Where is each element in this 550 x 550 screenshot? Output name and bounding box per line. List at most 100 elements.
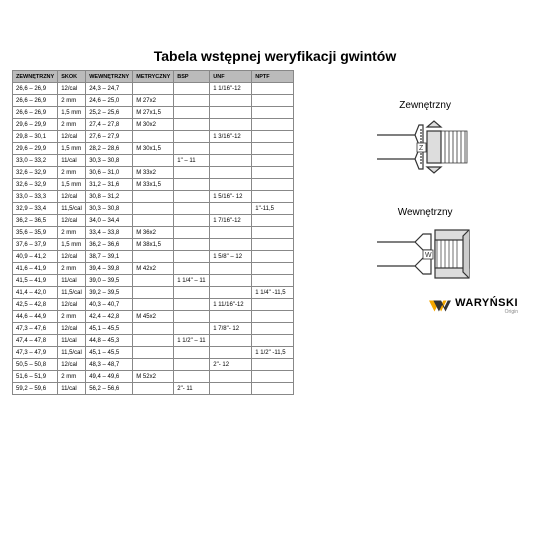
table-cell xyxy=(252,191,294,203)
table-cell: 29,6 – 29,9 xyxy=(13,119,58,131)
col-header: METRYCZNY xyxy=(133,71,174,83)
table-cell xyxy=(174,83,210,95)
table-cell: 48,3 – 48,7 xyxy=(86,359,133,371)
table-cell: 30,3 – 30,8 xyxy=(86,155,133,167)
table-cell xyxy=(252,107,294,119)
table-cell xyxy=(252,215,294,227)
table-cell: 12/cal xyxy=(58,251,86,263)
table-cell: 41,5 – 41,9 xyxy=(13,275,58,287)
table-cell: 2 mm xyxy=(58,227,86,239)
table-cell xyxy=(174,239,210,251)
table-cell xyxy=(174,95,210,107)
table-cell: 33,0 – 33,3 xyxy=(13,191,58,203)
table-cell xyxy=(252,371,294,383)
table-cell: 47,3 – 47,6 xyxy=(13,323,58,335)
svg-text:Z: Z xyxy=(419,145,424,152)
table-cell: 12/cal xyxy=(58,83,86,95)
col-header: UNF xyxy=(210,71,252,83)
thread-table: ZEWNĘTRZNYSKOKWEWNĘTRZNYMETRYCZNYBSPUNFN… xyxy=(12,70,294,395)
table-cell xyxy=(174,215,210,227)
table-cell xyxy=(174,167,210,179)
table-row: 26,6 – 26,91,5 mm25,2 – 25,6M 27x1,5 xyxy=(13,107,294,119)
table-cell xyxy=(174,263,210,275)
table-cell xyxy=(252,359,294,371)
table-cell xyxy=(252,95,294,107)
table-cell: 39,4 – 39,8 xyxy=(86,263,133,275)
table-cell: 56,2 – 56,6 xyxy=(86,383,133,395)
table-cell: 39,2 – 39,5 xyxy=(86,287,133,299)
table-cell xyxy=(210,143,252,155)
table-cell: 12/cal xyxy=(58,215,86,227)
table-cell: 39,0 – 39,5 xyxy=(86,275,133,287)
table-cell: 40,3 – 40,7 xyxy=(86,299,133,311)
warynski-icon xyxy=(429,298,451,314)
table-cell: 36,2 – 36,6 xyxy=(86,239,133,251)
table-cell xyxy=(252,275,294,287)
table-cell: 32,6 – 32,9 xyxy=(13,179,58,191)
table-cell: 2 mm xyxy=(58,311,86,323)
table-cell xyxy=(133,299,174,311)
table-cell: 28,2 – 28,6 xyxy=(86,143,133,155)
table-cell: 51,6 – 51,9 xyxy=(13,371,58,383)
table-row: 32,6 – 32,91,5 mm31,2 – 31,6M 33x1,5 xyxy=(13,179,294,191)
table-cell: 1,5 mm xyxy=(58,239,86,251)
table-cell: 59,2 – 59,6 xyxy=(13,383,58,395)
table-cell: 33,4 – 33,8 xyxy=(86,227,133,239)
table-cell: 11,5/cal xyxy=(58,347,86,359)
table-cell xyxy=(174,203,210,215)
table-cell: 29,8 – 30,1 xyxy=(13,131,58,143)
table-row: 29,6 – 29,91,5 mm28,2 – 28,6M 30x1,5 xyxy=(13,143,294,155)
table-cell: 12/cal xyxy=(58,191,86,203)
table-cell: 1 1/16"-12 xyxy=(210,83,252,95)
table-cell: 11/cal xyxy=(58,155,86,167)
table-cell xyxy=(252,227,294,239)
table-cell xyxy=(252,143,294,155)
table-cell: 50,5 – 50,8 xyxy=(13,359,58,371)
table-cell xyxy=(174,299,210,311)
table-cell xyxy=(133,287,174,299)
table-cell xyxy=(252,323,294,335)
table-cell xyxy=(210,335,252,347)
table-cell xyxy=(133,251,174,263)
table-cell: 29,6 – 29,9 xyxy=(13,143,58,155)
table-cell: 1,5 mm xyxy=(58,107,86,119)
external-label: Zewnętrzny xyxy=(312,100,538,111)
table-cell xyxy=(252,263,294,275)
table-cell: 47,4 – 47,8 xyxy=(13,335,58,347)
table-cell xyxy=(133,131,174,143)
table-cell: 27,4 – 27,8 xyxy=(86,119,133,131)
table-cell: M 38x1,5 xyxy=(133,239,174,251)
table-cell: 1 7/16"-12 xyxy=(210,215,252,227)
table-row: 33,0 – 33,211/cal30,3 – 30,81" – 11 xyxy=(13,155,294,167)
table-cell xyxy=(210,371,252,383)
brand-logo: WARYŃSKI Origin xyxy=(429,297,518,315)
table-cell xyxy=(174,179,210,191)
table-cell: M 36x2 xyxy=(133,227,174,239)
table-row: 42,5 – 42,812/cal40,3 – 40,71 11/16"-12 xyxy=(13,299,294,311)
col-header: WEWNĘTRZNY xyxy=(86,71,133,83)
table-cell xyxy=(174,371,210,383)
table-cell: M 42x2 xyxy=(133,263,174,275)
table-cell: 36,2 – 36,5 xyxy=(13,215,58,227)
table-cell: 32,9 – 33,4 xyxy=(13,203,58,215)
logo-subtext: Origin xyxy=(455,309,518,315)
table-cell: 11,5/cal xyxy=(58,287,86,299)
table-cell: 1 5/8" – 12 xyxy=(210,251,252,263)
table-cell xyxy=(210,119,252,131)
table-cell: 12/cal xyxy=(58,131,86,143)
table-cell xyxy=(210,203,252,215)
table-cell: 12/cal xyxy=(58,359,86,371)
table-cell xyxy=(174,119,210,131)
table-cell: 1,5 mm xyxy=(58,179,86,191)
table-cell: 41,6 – 41,9 xyxy=(13,263,58,275)
table-cell xyxy=(174,347,210,359)
table-row: 47,4 – 47,811/cal44,8 – 45,31 1/2" – 11 xyxy=(13,335,294,347)
table-cell: 40,9 – 41,2 xyxy=(13,251,58,263)
table-row: 33,0 – 33,312/cal30,8 – 31,21 5/16"- 12 xyxy=(13,191,294,203)
col-header: ZEWNĘTRZNY xyxy=(13,71,58,83)
table-cell: 26,6 – 26,9 xyxy=(13,83,58,95)
table-row: 26,6 – 26,92 mm24,6 – 25,0M 27x2 xyxy=(13,95,294,107)
svg-text:W: W xyxy=(425,252,432,259)
table-cell: 1 1/2" – 11 xyxy=(174,335,210,347)
table-cell xyxy=(210,107,252,119)
